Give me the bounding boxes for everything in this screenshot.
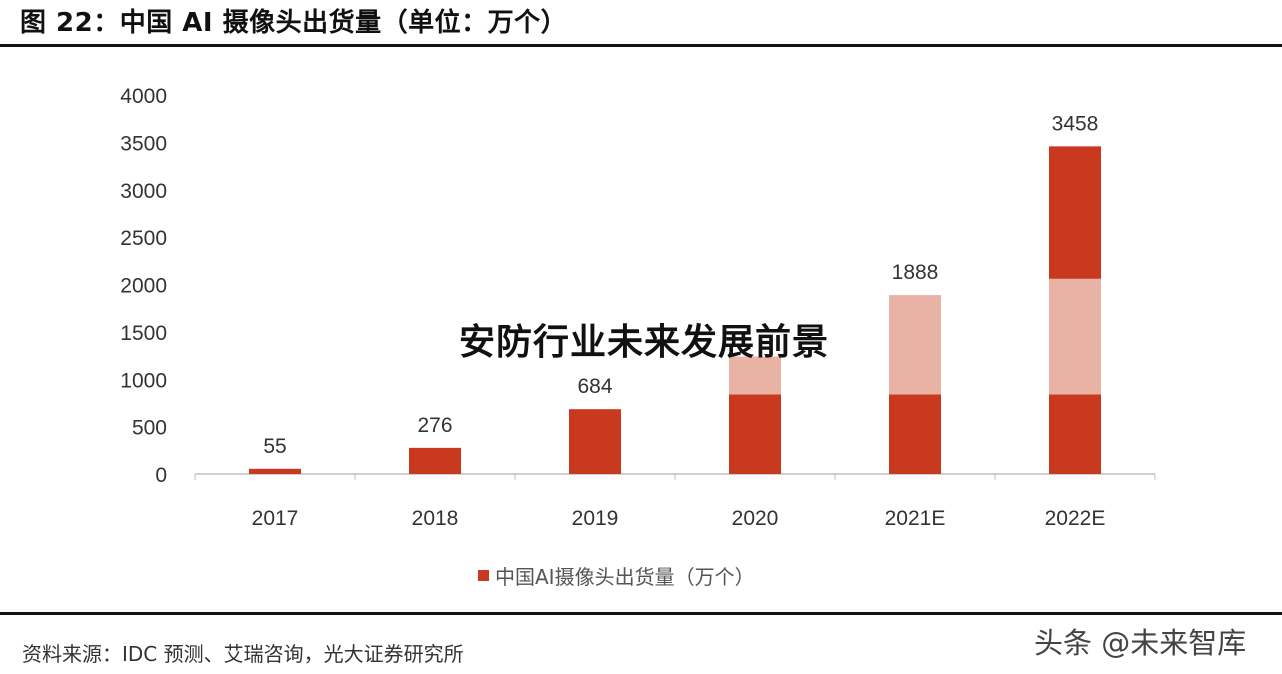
x-tick-label: 2019: [572, 507, 619, 530]
y-tick-label: 500: [132, 417, 167, 440]
legend: 中国AI摄像头出货量（万个）: [478, 561, 755, 590]
bar-segment: [729, 394, 781, 474]
source-note: 资料来源：IDC 预测、艾瑞咨询，光大证券研究所: [22, 642, 464, 666]
y-tick-label: 1000: [120, 369, 167, 392]
y-tick-label: 0: [155, 464, 167, 487]
bar-segment: [409, 447, 461, 474]
data-label: 276: [417, 414, 452, 437]
bar-segment: [1049, 394, 1101, 474]
overlay-caption: 安防行业未来发展前景: [459, 322, 830, 363]
x-tick-label: 2017: [252, 507, 299, 530]
bar-segment: [1049, 146, 1101, 279]
top-rule: [0, 44, 1282, 47]
bar-segment: [569, 409, 621, 474]
y-tick-label: 4000: [120, 85, 167, 108]
legend-swatch: [478, 570, 489, 581]
y-tick-label: 1500: [120, 322, 167, 345]
x-tick-label: 2020: [732, 507, 779, 530]
y-tick-label: 3500: [120, 132, 167, 155]
bar-segment: [889, 394, 941, 474]
data-label: 55: [263, 435, 286, 458]
bottom-rule: [0, 612, 1282, 615]
x-tick-label: 2018: [412, 507, 459, 530]
bar-segment: [889, 295, 941, 395]
data-label: 3458: [1052, 112, 1099, 135]
bar-segment: [729, 356, 781, 395]
y-tick-label: 3000: [120, 180, 167, 203]
y-tick-label: 2500: [120, 227, 167, 250]
x-tick-label: 2021E: [885, 507, 946, 530]
bar-segment: [1049, 278, 1101, 395]
data-label: 1888: [892, 261, 939, 284]
data-label: 684: [577, 375, 612, 398]
x-tick-label: 2022E: [1045, 507, 1106, 530]
legend-label: 中国AI摄像头出货量（万个）: [495, 565, 755, 589]
bar-segment: [249, 468, 301, 474]
y-tick-label: 2000: [120, 275, 167, 298]
figure-title: 图 22：中国 AI 摄像头出货量（单位：万个）: [20, 8, 568, 38]
watermark: 头条 @未来智库: [1034, 626, 1247, 660]
bar-chart: 0 500 1000 1500 2000 2500 3000 3500 4000 55 2017 27…: [120, 85, 1156, 530]
